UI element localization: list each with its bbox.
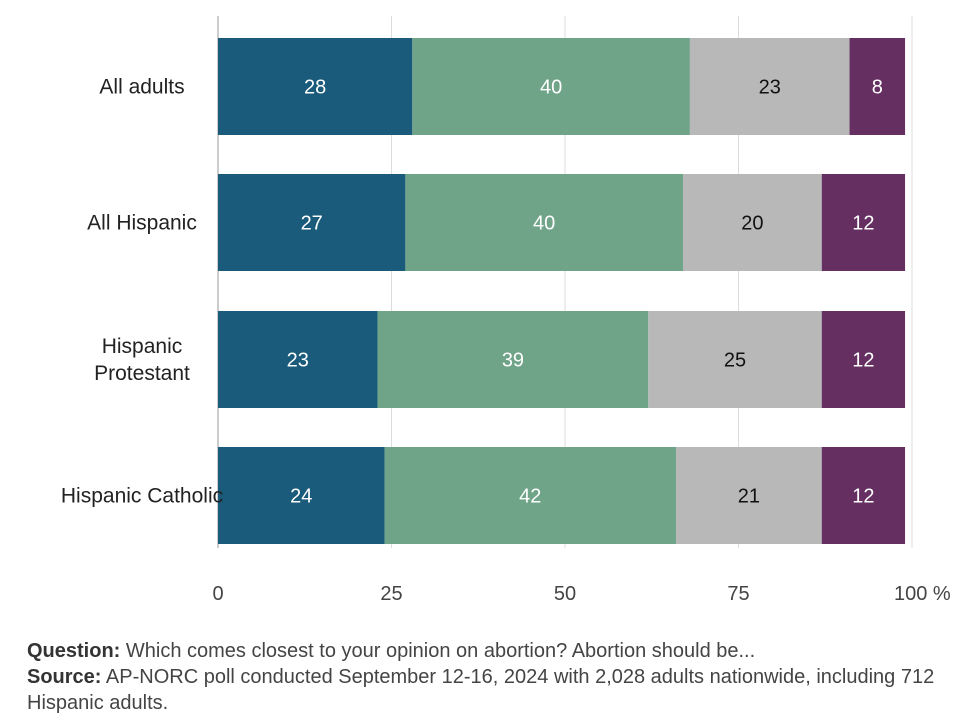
bars [218,38,906,544]
data-label: 39 [502,350,524,372]
bar-segment [849,38,906,135]
question-label: Question: [27,640,121,662]
x-axis-ticks: 0 25 50 75 100 % [212,583,950,605]
data-label: 12 [852,213,874,235]
data-label: 20 [741,213,763,235]
data-label: 8 [872,77,883,99]
bar-segment [377,311,649,408]
stacked-bar-chart: 28 40 23 8 27 40 20 12 23 39 25 12 24 42 21 12 All adul… [61,16,951,605]
category-label: Hispanic Catholic [61,485,223,508]
category-label: Hispanic Protestant [94,335,190,385]
data-labels: 28 40 23 8 27 40 20 12 23 39 25 12 24 42 21 12 [287,77,883,508]
data-label: 12 [852,350,874,372]
data-label: 40 [540,77,562,99]
data-label: 12 [852,486,874,508]
bar-segment [676,447,822,544]
bar-segment [821,311,906,408]
x-tick-label: 25 [380,583,402,605]
bar-segment [218,38,413,135]
x-tick-label: 75 [727,583,749,605]
bar-segment [682,174,822,271]
source-text: AP-NORC poll conducted September 12-16, … [27,666,935,714]
source-label: Source: [27,666,102,688]
data-label: 23 [759,77,781,99]
x-tick-label: 50 [554,583,576,605]
x-tick-label: 0 [212,583,223,605]
footnotes: Question: Which comes closest to your op… [27,638,957,716]
data-label: 28 [304,77,326,99]
question-text: Which comes closest to your opinion on a… [120,640,756,662]
bar-segment [648,311,822,408]
data-label: 42 [519,486,541,508]
data-label: 40 [533,213,555,235]
bar-segment [218,174,406,271]
source-note: Source: AP-NORC poll conducted September… [27,664,957,716]
bar-segment [821,174,906,271]
data-label: 25 [724,350,746,372]
bar-segment [821,447,906,544]
data-label: 27 [301,213,323,235]
question-note: Question: Which comes closest to your op… [27,638,957,664]
bar-segment [405,174,683,271]
x-tick-label: 100 % [894,583,951,605]
bar-segment [689,38,850,135]
bar-segment [384,447,677,544]
category-label: All Hispanic [87,212,197,235]
bar-segment [412,38,690,135]
data-label: 21 [738,486,760,508]
data-label: 23 [287,350,309,372]
bar-segment [218,447,385,544]
category-label: All adults [99,76,184,99]
data-label: 24 [290,486,312,508]
bar-segment [218,311,378,408]
category-labels: All adults All Hispanic Hispanic Protestant… [61,76,223,508]
